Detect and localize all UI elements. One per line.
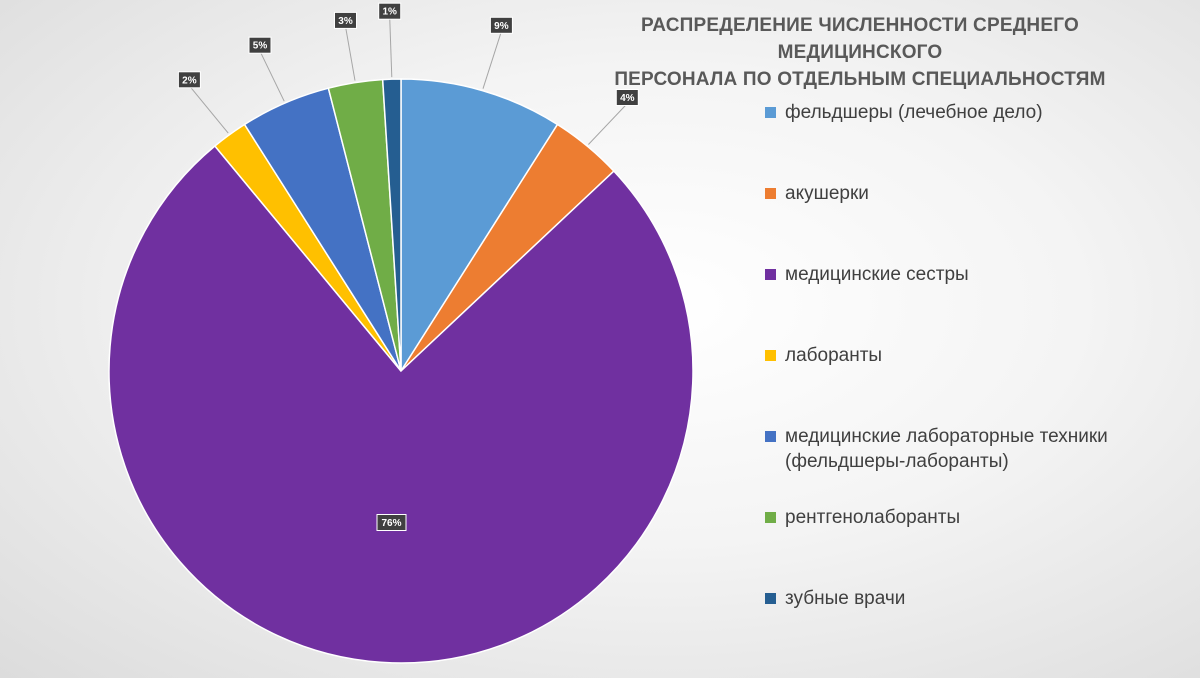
legend-label-feldshery: фельдшеры (лечебное дело) <box>785 102 1043 123</box>
leader-line-1 <box>588 103 628 145</box>
legend-swatch-rentgenolaboranty <box>765 512 776 523</box>
chart-title-line-2: ПЕРСОНАЛА ПО ОТДЕЛЬНЫМ СПЕЦИАЛЬНОСТЯМ <box>614 69 1106 90</box>
legend-label-medsestry: медицинские сестры <box>785 264 969 285</box>
legend-item-laboranty: лаборанты <box>765 343 1185 368</box>
legend-label-akusherki: акушерки <box>785 183 869 204</box>
svg-text:4%: 4% <box>620 93 635 104</box>
data-label-5: 3% <box>334 11 357 29</box>
legend-label-laboranty: лаборанты <box>785 345 883 366</box>
legend-swatch-akusherki <box>765 188 776 199</box>
svg-text:1%: 1% <box>382 7 397 18</box>
legend-item-lab-tekhniki: медицинские лабораторные техники (фельдш… <box>765 424 1185 474</box>
leader-line-3 <box>189 85 229 134</box>
legend-label-lab-tekhniki: медицинские лабораторные техники (фельдш… <box>785 426 1108 472</box>
legend-label-rentgenolaboranty: рентгенолаборанты <box>785 507 961 528</box>
legend-swatch-feldshery <box>765 107 776 118</box>
svg-text:3%: 3% <box>338 16 353 27</box>
svg-text:9%: 9% <box>494 21 509 32</box>
legend-swatch-laboranty <box>765 350 776 361</box>
data-label-6: 1% <box>378 2 402 20</box>
leader-line-4 <box>259 50 285 102</box>
leader-line-0 <box>482 31 502 89</box>
data-label-4: 5% <box>248 36 272 54</box>
legend-item-feldshery: фельдшеры (лечебное дело) <box>765 100 1185 125</box>
legend-item-medsestry: медицинские сестры <box>765 262 1185 287</box>
legend-swatch-zubnye-vrachi <box>765 593 776 604</box>
legend-swatch-lab-tekhniki <box>765 431 776 442</box>
data-label-3: 2% <box>177 71 201 89</box>
data-label-2: 76% <box>376 514 407 531</box>
leader-line-6 <box>389 17 393 78</box>
svg-text:76%: 76% <box>381 518 401 529</box>
leader-line-5 <box>345 26 356 81</box>
legend-item-zubnye-vrachi: зубные врачи <box>765 586 1185 611</box>
pie-slice-0 <box>400 78 559 374</box>
data-label-0: 9% <box>489 16 513 34</box>
legend-item-rentgenolaboranty: рентгенолаборанты <box>765 505 1185 530</box>
svg-text:5%: 5% <box>253 41 268 52</box>
data-label-1: 4% <box>615 89 639 106</box>
svg-text:2%: 2% <box>182 75 197 86</box>
legend-swatch-medsestry <box>765 269 776 280</box>
chart-title: РАСПРЕДЕЛЕНИЕ ЧИСЛЕННОСТИ СРЕДНЕГО МЕДИЦ… <box>560 12 1160 93</box>
pie-slice-6 <box>381 78 402 372</box>
legend-item-akusherki: акушерки <box>765 181 1185 206</box>
chart-title-line-1: РАСПРЕДЕЛЕНИЕ ЧИСЛЕННОСТИ СРЕДНЕГО МЕДИЦ… <box>641 15 1079 63</box>
legend-label-zubnye-vrachi: зубные врачи <box>785 588 906 609</box>
pie-slice-2 <box>108 144 694 664</box>
